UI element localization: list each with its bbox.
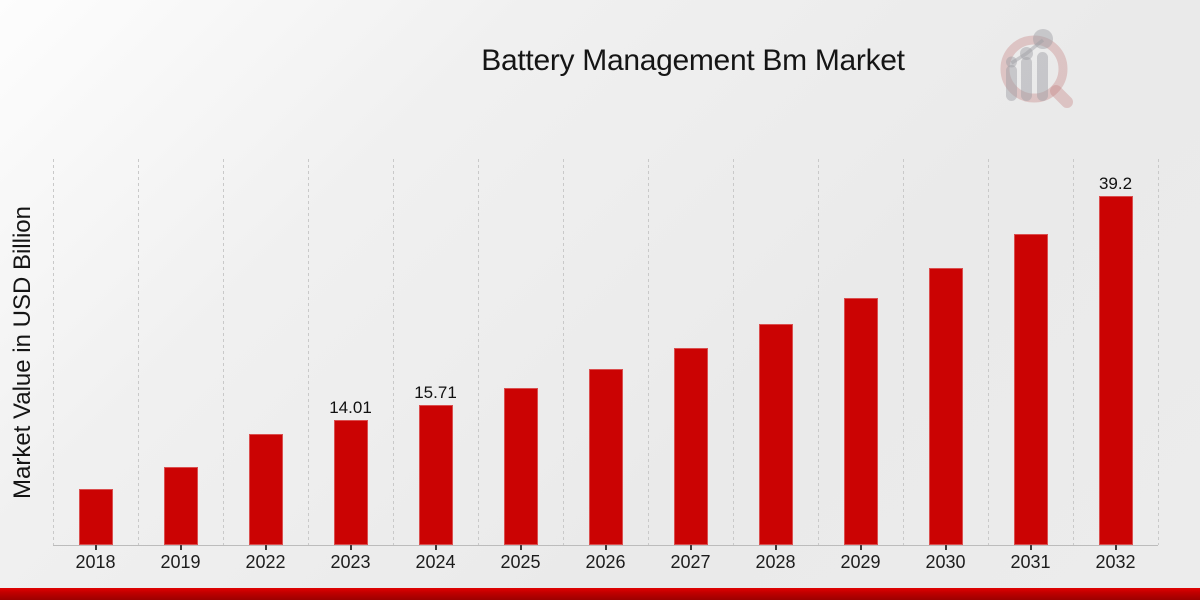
bar-2031 <box>1013 234 1048 545</box>
bar-2028 <box>758 324 793 545</box>
x-axis-label-2019: 2019 <box>160 552 201 572</box>
x-axis-tick <box>604 545 607 550</box>
gridline <box>647 159 649 545</box>
x-axis-tick <box>349 545 352 550</box>
gridline <box>817 159 819 545</box>
x-axis-tick <box>519 545 522 550</box>
x-axis-label-2025: 2025 <box>500 552 541 572</box>
x-axis-label-2031: 2031 <box>1010 552 1051 572</box>
gridline <box>477 159 479 545</box>
x-axis-tick <box>1114 545 1117 550</box>
bar-2023 <box>333 420 368 545</box>
magnifier-bar-chart-watermark-icon <box>1000 29 1073 108</box>
gridline <box>562 159 564 545</box>
gridline <box>902 159 904 545</box>
x-axis-tick <box>264 545 267 550</box>
bar-2024 <box>418 405 453 545</box>
bar-2030 <box>928 268 963 545</box>
gridline <box>52 159 54 545</box>
gridline <box>392 159 394 545</box>
gridline <box>987 159 989 545</box>
x-axis-label-2024: 2024 <box>415 552 456 572</box>
gridline <box>222 159 224 545</box>
bar-2025 <box>503 388 538 545</box>
x-axis-label-2023: 2023 <box>330 552 371 572</box>
bar-value-label-2023: 14.01 <box>329 398 372 417</box>
x-axis-label-2032: 2032 <box>1095 552 1136 572</box>
gridline <box>732 159 734 545</box>
gridline <box>307 159 309 545</box>
x-axis-tick <box>94 545 97 550</box>
chart-title: Battery Management Bm Market <box>481 44 905 77</box>
bar-2032 <box>1098 196 1133 545</box>
bar-2029 <box>843 298 878 545</box>
bar-2022 <box>248 434 283 545</box>
x-axis-label-2022: 2022 <box>245 552 286 572</box>
bar-2026 <box>588 369 623 545</box>
y-axis-label: Market Value in USD Billion <box>9 205 36 499</box>
x-axis-label-2029: 2029 <box>840 552 881 572</box>
x-axis-tick <box>1029 545 1032 550</box>
x-axis-label-2027: 2027 <box>670 552 711 572</box>
x-axis-label-2026: 2026 <box>585 552 626 572</box>
x-axis-tick <box>434 545 437 550</box>
footer-stripe <box>0 588 1200 600</box>
x-axis-tick <box>179 545 182 550</box>
bar-value-label-2024: 15.71 <box>414 383 457 402</box>
x-axis-tick <box>689 545 692 550</box>
gridline <box>137 159 139 545</box>
gridline <box>1157 159 1159 545</box>
bar-2019 <box>163 467 198 545</box>
x-axis-tick <box>774 545 777 550</box>
x-axis-tick <box>859 545 862 550</box>
x-axis-tick <box>944 545 947 550</box>
x-axis-label-2030: 2030 <box>925 552 966 572</box>
gridline <box>1072 159 1074 545</box>
bar-value-label-2032: 39.2 <box>1098 174 1133 193</box>
bar-2027 <box>673 348 708 545</box>
bar-2018 <box>78 489 113 545</box>
plot-area: 14.01 15.71 39.2 <box>52 159 1159 550</box>
x-axis-label-2018: 2018 <box>75 552 116 572</box>
x-axis-label-2028: 2028 <box>755 552 796 572</box>
